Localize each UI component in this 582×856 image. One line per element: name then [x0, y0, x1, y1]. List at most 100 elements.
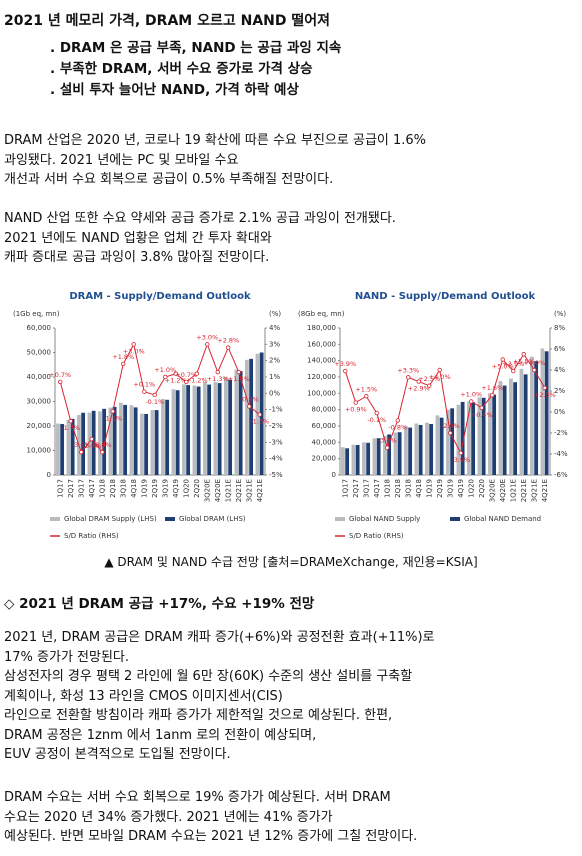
- bar: [519, 368, 524, 475]
- y2-tick-label: -2%: [554, 429, 568, 437]
- x-tick-label: 4Q20E: [214, 479, 222, 502]
- y-tick-label: 80,000: [312, 406, 337, 414]
- data-label: +4.0%: [523, 359, 545, 367]
- data-label: +2.9%: [408, 385, 430, 393]
- y2-tick-label: 4%: [269, 324, 280, 332]
- caption: ▲ DRAM 및 NAND 수급 전망 [출처=DRAMeXchange, 재인…: [104, 555, 478, 569]
- bar: [467, 401, 471, 475]
- y2-tick-label: 2%: [554, 387, 565, 395]
- data-label: -3.9%: [451, 456, 470, 464]
- text-line: 2021 년, DRAM 공급은 DRAM 캐파 증가(+6%)와 공정전환 효…: [4, 630, 435, 645]
- text-line: 개선과 서버 수요 회복으로 공급이 0.5% 부족해질 전망이다.: [4, 172, 334, 187]
- data-label: +5.5%: [513, 357, 535, 365]
- chart-title: DRAM - Supply/Demand Outlook: [69, 291, 251, 302]
- point: [532, 367, 537, 373]
- data-label: +3.9%: [502, 360, 524, 368]
- bar: [60, 424, 65, 475]
- point: [184, 379, 189, 385]
- bar: [387, 434, 392, 475]
- point: [437, 367, 442, 373]
- x-tick-label: 3Q18: [119, 479, 127, 498]
- bar: [429, 424, 434, 475]
- y2-tick-label: 8%: [554, 324, 565, 332]
- legend-label: Global NAND Demand: [464, 515, 541, 523]
- charts: DRAM - Supply/Demand Outlook (1Gb eq, mn)…: [13, 291, 568, 540]
- bar: [471, 402, 476, 475]
- bar: [418, 425, 423, 475]
- data-label: +3.0%: [196, 333, 218, 341]
- bar: [245, 359, 249, 475]
- bar: [98, 411, 102, 475]
- y-tick-label: 40,000: [27, 373, 52, 381]
- data-label: -1.3%: [250, 418, 269, 426]
- y-tick-label: 100,000: [307, 389, 336, 397]
- x-tick-label: 2Q19: [436, 479, 444, 498]
- y-tick-label: 0: [47, 471, 51, 479]
- y-tick-label: 140,000: [307, 357, 336, 365]
- line: [344, 353, 546, 455]
- data-label: +1.3%: [207, 375, 229, 383]
- bar: [102, 408, 107, 475]
- bar: [404, 426, 408, 475]
- bar: [408, 427, 413, 475]
- y2-tick-label: 6%: [554, 345, 565, 353]
- legend-label: Global NAND Supply: [349, 515, 420, 523]
- x-tick-label: 1Q18: [383, 479, 391, 498]
- bar: [87, 412, 92, 475]
- point: [236, 369, 241, 375]
- x-tick-label: 2Q19: [151, 479, 159, 498]
- y2-tick-label: -4%: [269, 455, 283, 463]
- point: [79, 449, 84, 455]
- bar: [217, 383, 222, 475]
- data-label: -0.8%: [240, 395, 259, 403]
- data-label: +5.0%: [492, 363, 514, 371]
- data-label: +2.8%: [217, 337, 239, 345]
- text-line: 계획이나, 화성 13 라인을 CMOS 이미지센서(CIS): [4, 688, 283, 704]
- y-tick-label: 20,000: [312, 455, 337, 463]
- bar: [91, 410, 96, 475]
- x-tick-label: 2Q18: [109, 479, 117, 498]
- bar: [530, 356, 534, 475]
- text-line: 삼성전자의 경우 평택 2 라인에 월 6만 장(60K) 수준의 생산 설비를…: [4, 669, 413, 684]
- point: [163, 374, 168, 380]
- x-tick-label: 1Q19: [425, 479, 433, 498]
- x-tick-label: 1Q20: [182, 479, 190, 498]
- data-label: +1.3%: [228, 375, 250, 383]
- x-tick-label: 3Q21E: [245, 479, 253, 502]
- bar: [345, 448, 350, 475]
- point: [511, 368, 516, 374]
- x-tick-label: 1Q21E: [224, 479, 232, 502]
- y-tick-label: 50,000: [27, 349, 52, 357]
- point: [173, 371, 178, 376]
- x-tick-label: 3Q20E: [203, 479, 211, 502]
- data-label: -1.1%: [103, 414, 122, 422]
- point: [247, 404, 252, 409]
- bar: [70, 418, 75, 475]
- x-tick-label: 2Q21E: [235, 479, 243, 502]
- y2-tick-label: 3%: [269, 340, 280, 348]
- point: [152, 392, 157, 398]
- bar: [161, 399, 165, 475]
- bar: [182, 384, 186, 475]
- y-tick-label: 60,000: [27, 324, 52, 332]
- data-label: +1.2%: [186, 377, 208, 385]
- data-label: +0.7%: [49, 371, 71, 379]
- bar: [439, 417, 444, 475]
- x-tick-label: 3Q19: [161, 479, 169, 498]
- text-line: 과잉됐다. 2021 년에는 PC 및 모바일 수요: [4, 152, 239, 168]
- bar: [488, 393, 492, 475]
- bar: [129, 405, 134, 475]
- data-label: +1.5%: [355, 385, 377, 393]
- x-tick-label: 1Q17: [56, 479, 64, 498]
- data-label: -1.7%: [61, 424, 80, 432]
- bar: [133, 407, 138, 475]
- bar: [140, 413, 144, 475]
- line: [59, 342, 261, 454]
- x-tick-label: 3Q17: [362, 479, 370, 498]
- y-axis-label: (1Gb eq, mn): [13, 310, 60, 318]
- bar: [544, 351, 549, 475]
- bar: [186, 385, 191, 475]
- bar: [81, 412, 86, 475]
- y2-tick-label: 0%: [269, 389, 280, 397]
- paragraph: DRAM 산업은 2020 년, 코로나 19 확산에 따른 수요 부진으로 공…: [4, 131, 426, 190]
